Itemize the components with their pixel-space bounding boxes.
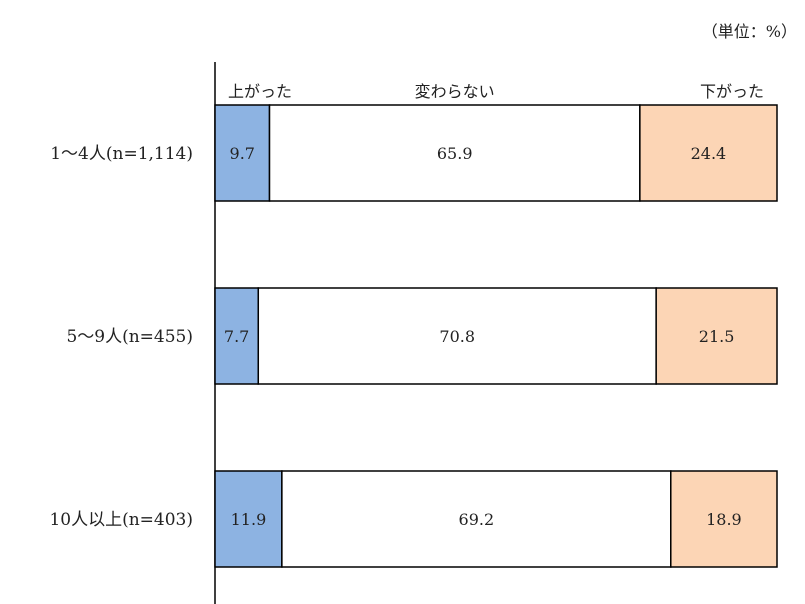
category-label-2: 10人以上(n=403) — [49, 510, 193, 530]
bar-1-2 — [655, 287, 778, 385]
bar-1-0 — [214, 287, 260, 385]
data-label-0-0: 9.7 — [230, 144, 255, 163]
data-label-1-2: 21.5 — [699, 327, 735, 346]
legend-label-2: 下がった — [700, 82, 764, 101]
category-label-1: 5～9人(n=455) — [66, 327, 193, 347]
data-label-0-1: 65.9 — [437, 144, 473, 163]
bar-1-1 — [257, 287, 657, 385]
data-label-1-0: 7.7 — [224, 327, 249, 346]
data-label-1-1: 70.8 — [439, 327, 475, 346]
data-label-2-0: 11.9 — [231, 510, 267, 529]
category-label-0: 1～4人(n=1,114) — [50, 144, 193, 164]
legend-label-1: 変わらない — [415, 82, 495, 101]
legend-label-0: 上がった — [228, 82, 292, 101]
bar-0-1 — [268, 104, 641, 202]
bar-2-0 — [214, 470, 283, 568]
bar-2-2 — [670, 470, 778, 568]
bar-0-2 — [639, 104, 778, 202]
data-label-2-2: 18.9 — [706, 510, 742, 529]
data-label-0-2: 24.4 — [691, 144, 727, 163]
data-label-2-1: 69.2 — [459, 510, 495, 529]
unit-label: （単位：%） — [701, 22, 797, 41]
